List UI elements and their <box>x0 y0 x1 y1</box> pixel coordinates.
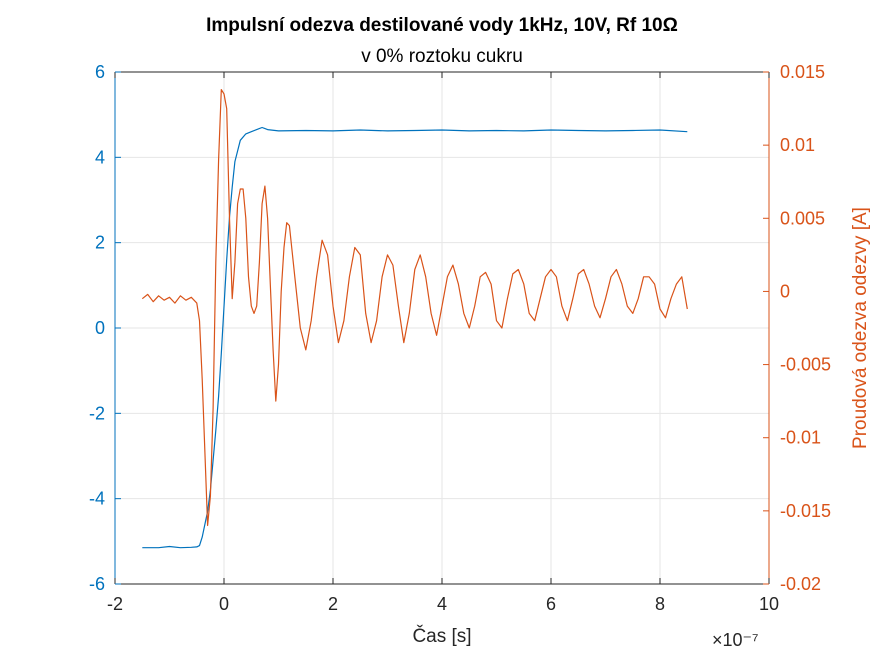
y-left-tick-label-6: 6 <box>95 62 105 82</box>
plot-area <box>141 88 688 549</box>
series-line-right <box>141 88 688 527</box>
x-tick-label-4: 6 <box>546 594 556 614</box>
y-right-tick-label-1: -0.015 <box>780 501 831 521</box>
x-tick-label-0: -2 <box>107 594 123 614</box>
y-left-tick-label-3: 0 <box>95 318 105 338</box>
y-right-tick-label-7: 0.015 <box>780 62 825 82</box>
y-left-tick-label-4: 2 <box>95 233 105 253</box>
y-right-tick-label-5: 0.005 <box>780 208 825 228</box>
y-left-tick-label-0: -6 <box>89 574 105 594</box>
grid-lines <box>114 71 770 585</box>
y-right-tick-label-2: -0.01 <box>780 428 821 448</box>
y-left-tick-label-1: -4 <box>89 489 105 509</box>
y-left-tick-label-5: 4 <box>95 147 105 167</box>
chart-title: Impulsní odezva destilované vody 1kHz, 1… <box>206 15 678 36</box>
x-tick-label-3: 4 <box>437 594 447 614</box>
x-tick-label-2: 2 <box>328 594 338 614</box>
axes <box>114 71 770 585</box>
y-axis-label-right: Proudová odezva odezvy [A] <box>850 207 871 449</box>
x-axis-label: Čas [s] <box>412 625 471 647</box>
y-right-tick-label-6: 0.01 <box>780 135 815 155</box>
series-line-left <box>142 126 688 549</box>
tick-labels: -2 0 2 4 6 8 10 -6 -4 -2 0 2 4 6 -0.02 -0.015 -0.01 -0.00… <box>89 62 831 614</box>
y-right-tick-label-4: 0 <box>780 281 790 301</box>
y-left-tick-label-2: -2 <box>89 403 105 423</box>
x-tick-label-6: 10 <box>759 594 779 614</box>
x-axis-exponent: ×10⁻⁷ <box>712 630 759 650</box>
x-tick-label-5: 8 <box>655 594 665 614</box>
x-tick-label-1: 0 <box>219 594 229 614</box>
y-right-tick-label-0: -0.02 <box>780 574 821 594</box>
y-right-tick-label-3: -0.005 <box>780 355 831 375</box>
chart-subtitle: v 0% roztoku cukru <box>361 46 523 67</box>
